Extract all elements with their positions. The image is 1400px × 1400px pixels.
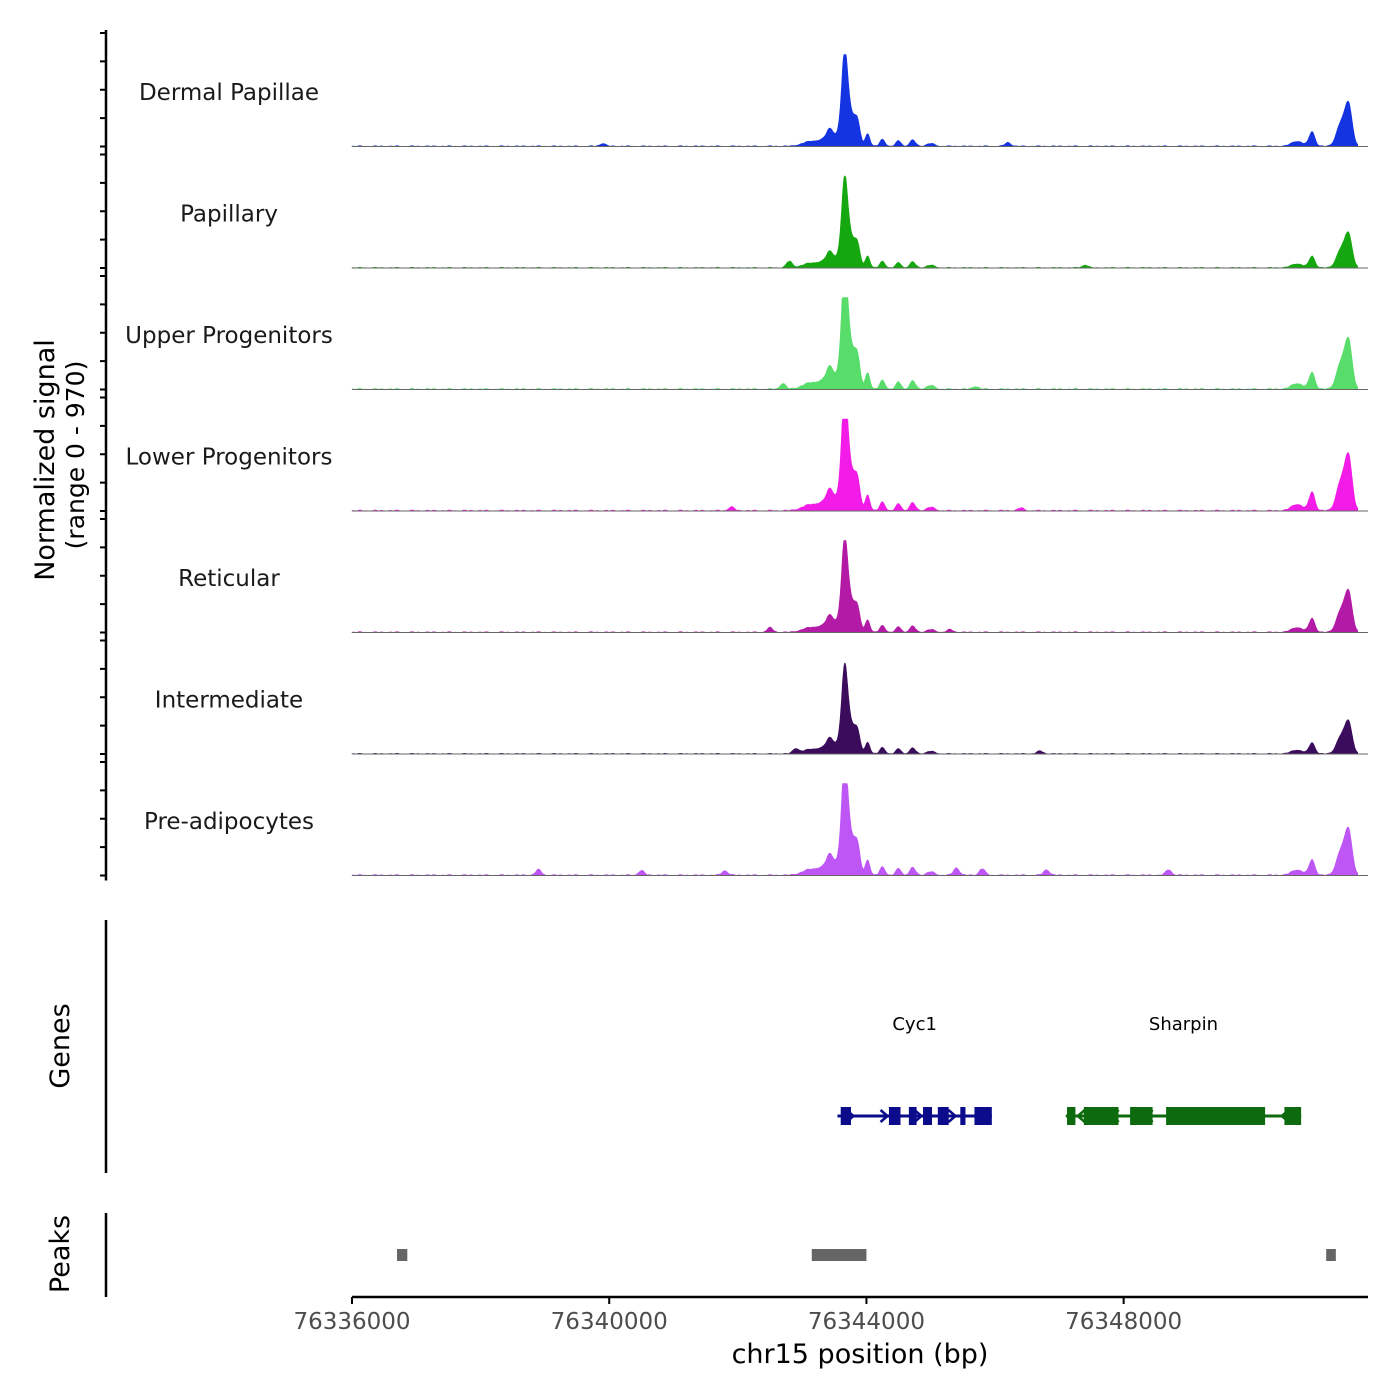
signal-area	[351, 540, 1358, 633]
signal-area	[351, 662, 1358, 755]
genes-panel: Cyc1 Sharpin	[104, 920, 1302, 1173]
y-axis-label-line2: (range 0 - 970)	[61, 361, 90, 550]
track-papillary: Papillary	[100, 151, 1368, 273]
strand-arrow	[1075, 1109, 1086, 1123]
strand-arrow	[913, 1109, 924, 1123]
track-label: Pre-adipocytes	[144, 809, 314, 835]
track-label: Dermal Papillae	[139, 80, 319, 106]
track-pre-adipocytes: Pre-adipocytes	[100, 759, 1368, 881]
signal-area	[351, 418, 1358, 512]
peaks-panel	[104, 1213, 1336, 1297]
track-label: Papillary	[180, 202, 278, 228]
exon	[1166, 1107, 1266, 1125]
x-tick-label: 76340000	[551, 1309, 668, 1335]
x-tick-label: 76344000	[808, 1309, 925, 1335]
exon	[1083, 1107, 1119, 1125]
strand-arrow	[879, 1109, 890, 1123]
peak-region	[1326, 1249, 1336, 1261]
exon	[908, 1107, 917, 1125]
y-axis-label-line1: Normalized signal	[30, 339, 61, 581]
x-axis-label: chr15 position (bp)	[732, 1339, 989, 1370]
coverage-tracks: Dermal Papillae Papillary Upper Progenitor…	[100, 30, 1368, 881]
track-upper-progenitors: Upper Progenitors	[100, 273, 1368, 395]
peak-region	[811, 1249, 867, 1261]
track-label: Reticular	[178, 566, 280, 592]
gene-cyc1: Cyc1	[837, 1014, 992, 1125]
exon	[888, 1107, 901, 1125]
signal-area	[351, 297, 1358, 390]
peak-region	[397, 1249, 408, 1261]
track-label: Upper Progenitors	[125, 323, 333, 349]
exon	[840, 1107, 851, 1125]
exon	[1067, 1107, 1076, 1125]
track-dermal-papillae: Dermal Papillae	[100, 30, 1368, 152]
signal-area	[351, 175, 1358, 269]
track-label: Lower Progenitors	[126, 445, 333, 471]
track-reticular: Reticular	[100, 516, 1368, 638]
exon	[960, 1107, 966, 1125]
signal-area	[351, 54, 1358, 147]
track-intermediate: Intermediate	[100, 637, 1368, 759]
exon	[1284, 1107, 1302, 1125]
strand-arrow	[947, 1109, 958, 1123]
genes-panel-label: Genes	[45, 1003, 76, 1088]
track-label: Intermediate	[155, 688, 303, 714]
peaks-panel-label: Peaks	[45, 1215, 76, 1293]
x-axis: 76336000 76340000 76344000 76348000	[293, 1295, 1368, 1335]
exon	[937, 1107, 949, 1125]
exon	[1130, 1107, 1153, 1125]
exon	[974, 1107, 992, 1125]
gene-label: Sharpin	[1149, 1014, 1218, 1035]
x-tick-label: 76336000	[293, 1309, 410, 1335]
x-tick-label: 76348000	[1065, 1309, 1182, 1335]
signal-area	[351, 783, 1358, 876]
gene-label: Cyc1	[892, 1014, 937, 1035]
gene-sharpin: Sharpin	[1065, 1014, 1302, 1125]
track-lower-progenitors: Lower Progenitors	[100, 394, 1368, 516]
exon	[923, 1107, 933, 1125]
